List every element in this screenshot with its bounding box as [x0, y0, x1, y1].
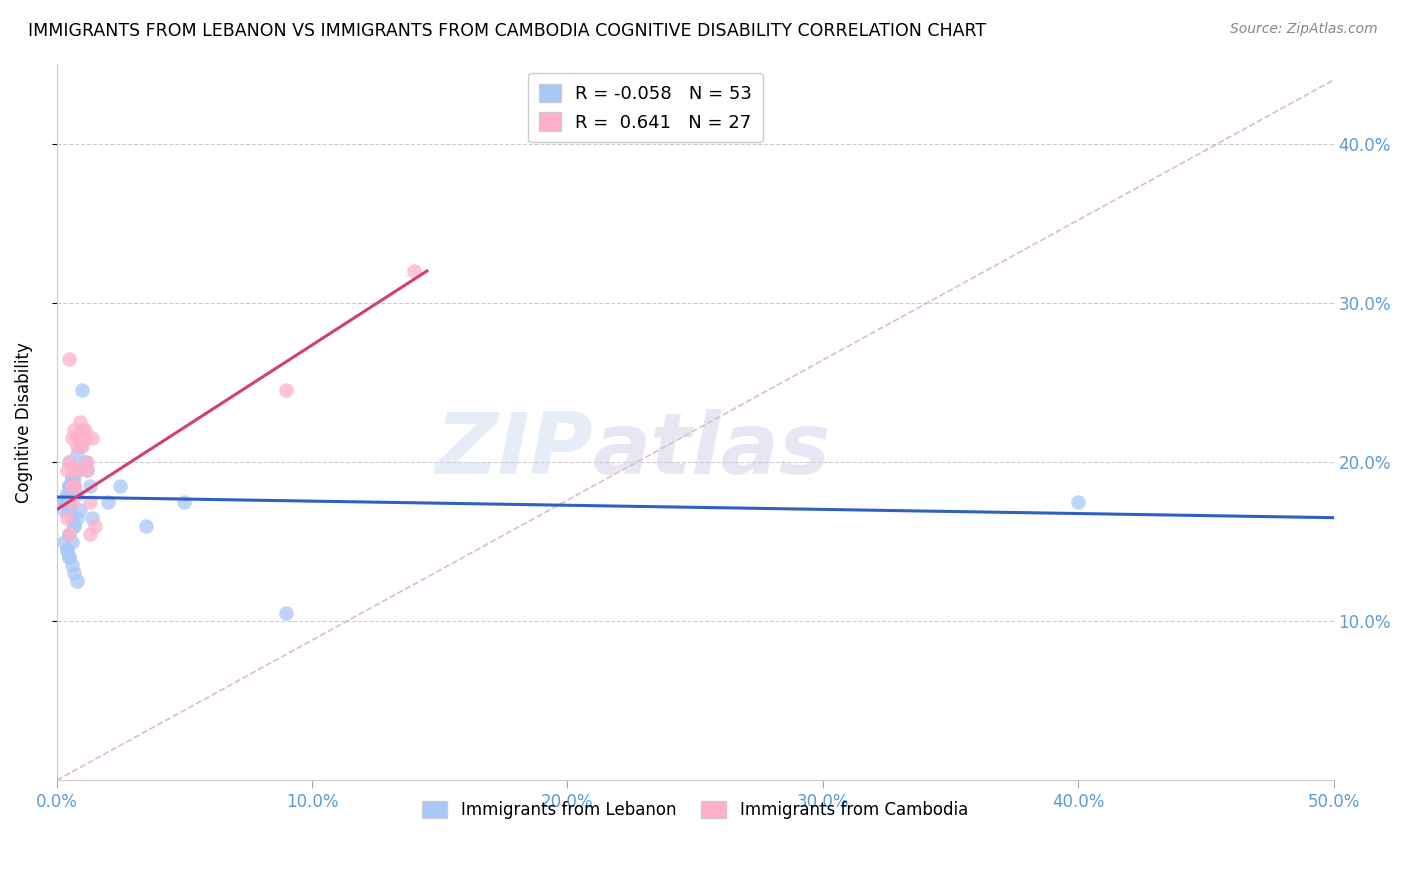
Point	[276, 384, 298, 398]
Point	[70, 384, 93, 398]
Point	[276, 606, 298, 620]
Point	[63, 518, 86, 533]
Point	[56, 542, 79, 557]
Point	[60, 479, 83, 493]
Point	[63, 463, 86, 477]
Point	[404, 264, 426, 278]
Point	[60, 495, 83, 509]
Point	[56, 487, 79, 501]
Point	[56, 487, 79, 501]
Point	[58, 455, 80, 469]
Point	[60, 471, 83, 485]
Point	[58, 479, 80, 493]
Point	[58, 526, 80, 541]
Point	[53, 534, 76, 549]
Point	[73, 423, 96, 437]
Point	[66, 447, 89, 461]
Point	[110, 479, 132, 493]
Point	[58, 479, 80, 493]
Point	[60, 471, 83, 485]
Point	[53, 502, 76, 516]
Text: ZIP: ZIP	[436, 409, 593, 492]
Point	[58, 495, 80, 509]
Point	[53, 495, 76, 509]
Point	[66, 574, 89, 589]
Point	[60, 487, 83, 501]
Point	[56, 495, 79, 509]
Point	[82, 431, 104, 445]
Point	[56, 495, 79, 509]
Point	[73, 455, 96, 469]
Point	[135, 518, 157, 533]
Point	[82, 510, 104, 524]
Point	[60, 510, 83, 524]
Point	[60, 479, 83, 493]
Point	[1067, 495, 1090, 509]
Point	[76, 455, 98, 469]
Point	[97, 495, 120, 509]
Point	[76, 463, 98, 477]
Point	[66, 510, 89, 524]
Point	[58, 455, 80, 469]
Point	[69, 502, 91, 516]
Point	[58, 550, 80, 565]
Point	[60, 558, 83, 573]
Point	[70, 423, 93, 437]
Point	[66, 431, 89, 445]
Point	[63, 463, 86, 477]
Point	[56, 542, 79, 557]
Legend: Immigrants from Lebanon, Immigrants from Cambodia: Immigrants from Lebanon, Immigrants from…	[416, 794, 974, 826]
Text: Source: ZipAtlas.com: Source: ZipAtlas.com	[1230, 22, 1378, 37]
Point	[63, 423, 86, 437]
Point	[66, 463, 89, 477]
Point	[66, 487, 89, 501]
Point	[79, 495, 101, 509]
Point	[73, 431, 96, 445]
Point	[60, 534, 83, 549]
Point	[69, 415, 91, 429]
Point	[56, 510, 79, 524]
Text: atlas: atlas	[593, 409, 831, 492]
Point	[58, 351, 80, 366]
Y-axis label: Cognitive Disability: Cognitive Disability	[15, 342, 32, 502]
Point	[66, 463, 89, 477]
Point	[79, 526, 101, 541]
Point	[63, 566, 86, 581]
Point	[60, 471, 83, 485]
Point	[63, 518, 86, 533]
Point	[79, 479, 101, 493]
Point	[63, 479, 86, 493]
Point	[58, 526, 80, 541]
Point	[60, 431, 83, 445]
Point	[63, 479, 86, 493]
Point	[58, 502, 80, 516]
Point	[58, 479, 80, 493]
Point	[56, 495, 79, 509]
Point	[66, 439, 89, 453]
Point	[173, 495, 195, 509]
Point	[63, 471, 86, 485]
Point	[56, 463, 79, 477]
Point	[70, 439, 93, 453]
Point	[63, 479, 86, 493]
Point	[76, 463, 98, 477]
Point	[53, 495, 76, 509]
Point	[69, 439, 91, 453]
Point	[84, 518, 107, 533]
Point	[58, 550, 80, 565]
Text: IMMIGRANTS FROM LEBANON VS IMMIGRANTS FROM CAMBODIA COGNITIVE DISABILITY CORRELA: IMMIGRANTS FROM LEBANON VS IMMIGRANTS FR…	[28, 22, 986, 40]
